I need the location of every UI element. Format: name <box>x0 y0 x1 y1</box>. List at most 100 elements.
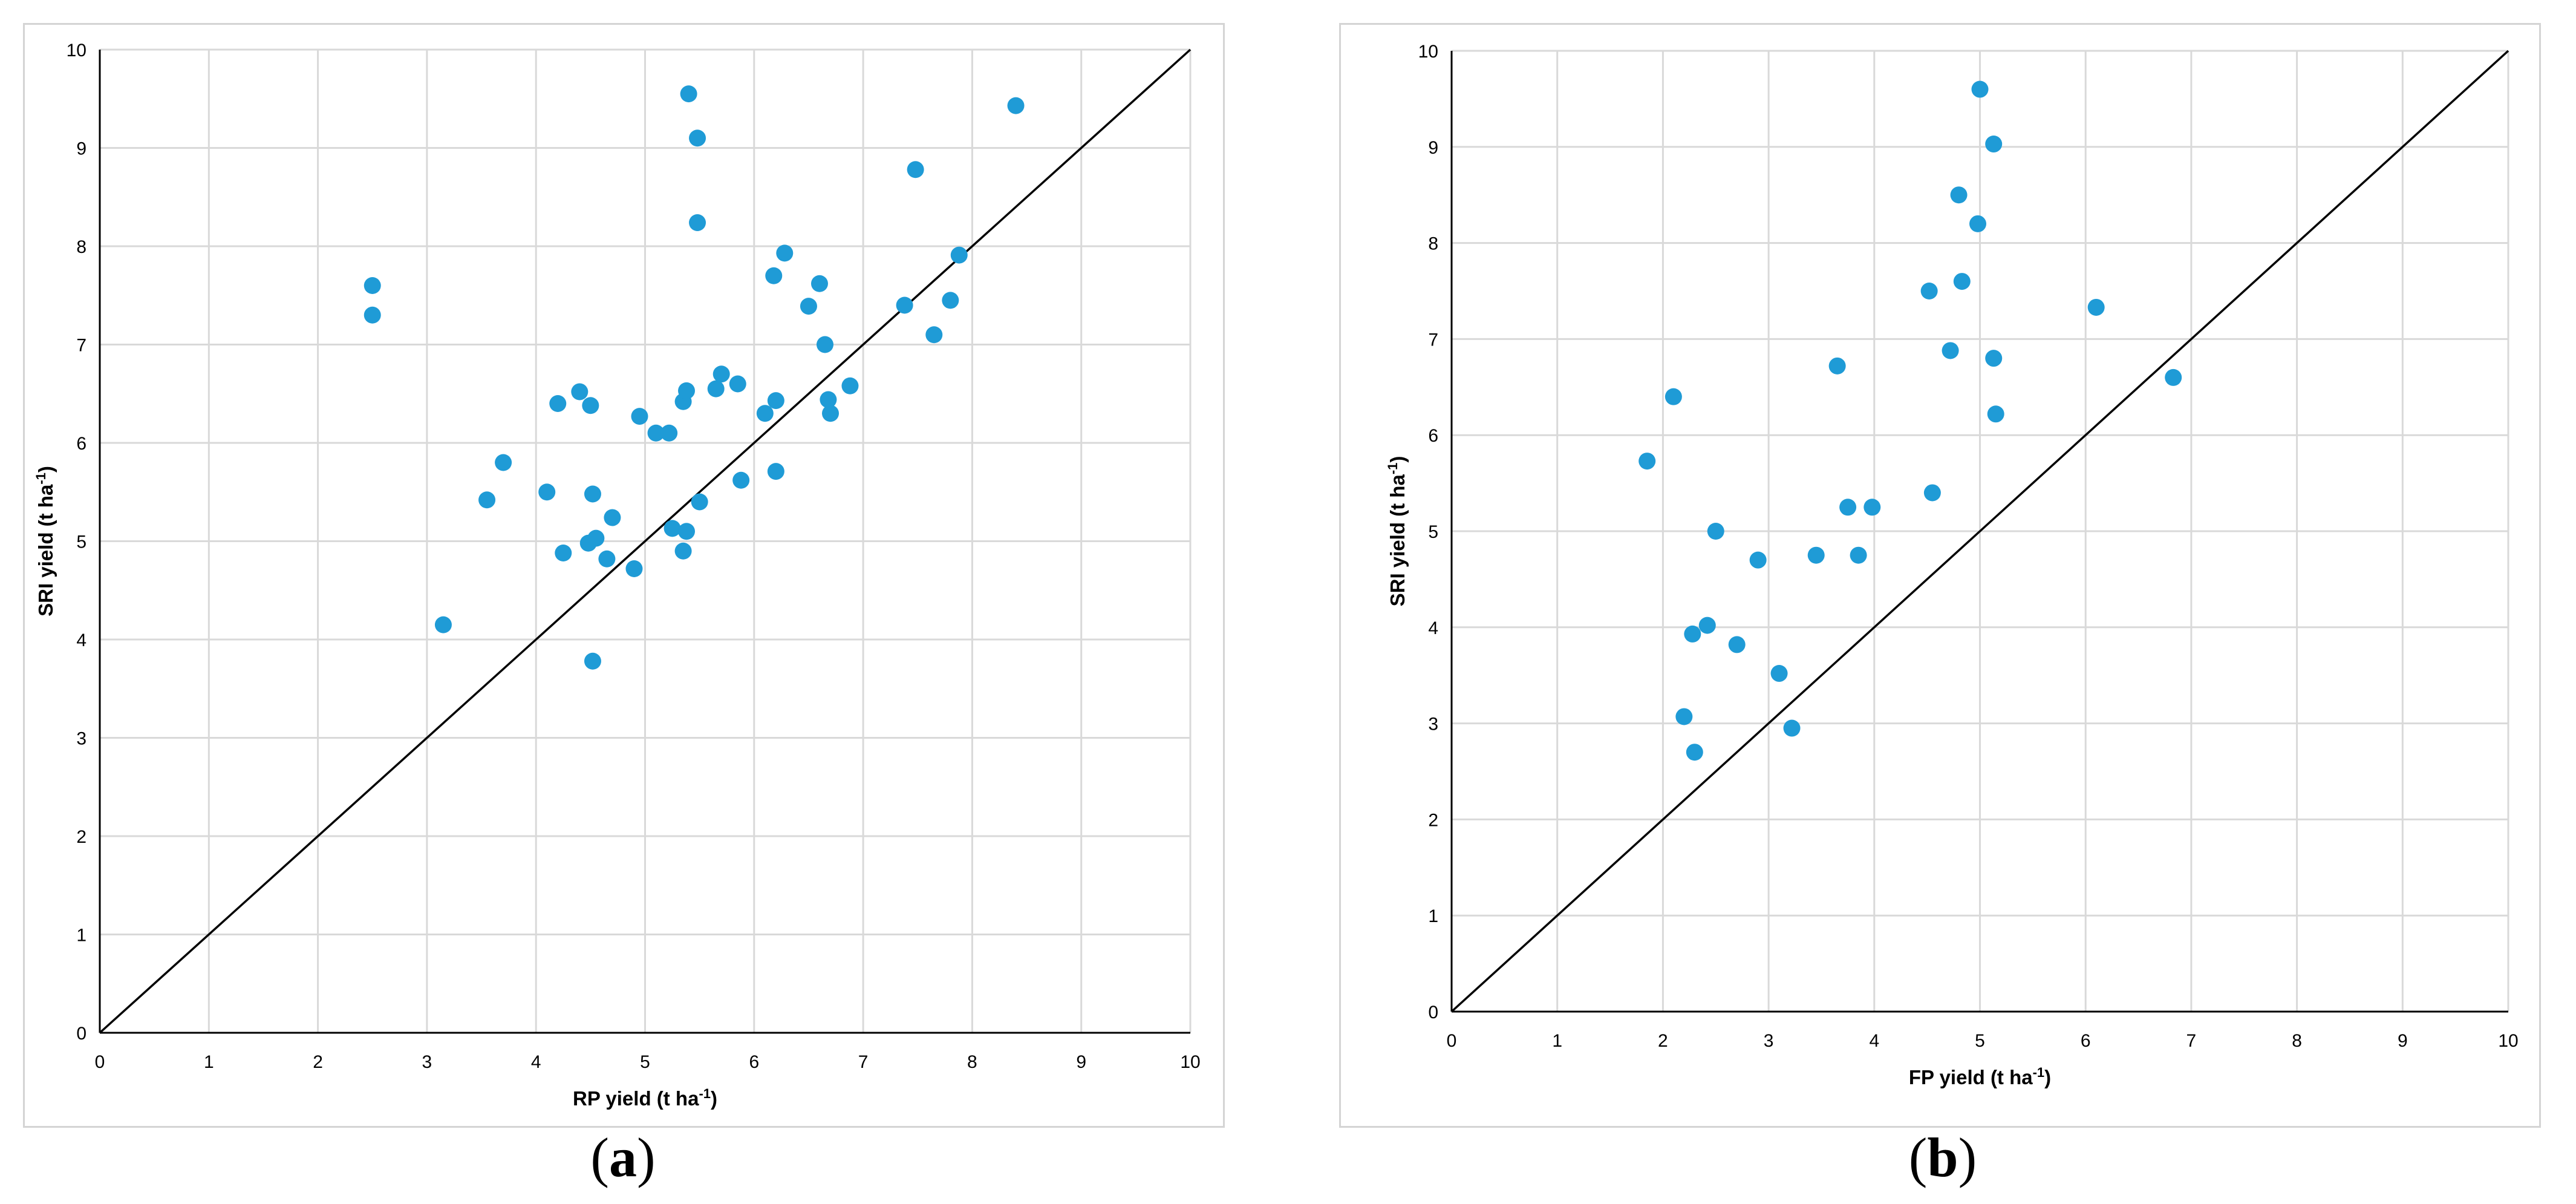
chart-b-y-tick-label: 8 <box>1428 234 1438 254</box>
chart-b-y-tick-label: 3 <box>1428 715 1438 735</box>
chart-b-data-point <box>1684 625 1701 643</box>
chart-a-data-point <box>756 405 774 422</box>
panel-b-frame <box>1339 23 2541 1128</box>
panel-label-a-open: ( <box>590 1127 609 1188</box>
chart-a-one-to-one-line <box>99 48 1192 1034</box>
chart-b-x-tick-label: 10 <box>2498 1031 2518 1051</box>
chart-b-y-tick-label: 4 <box>1428 618 1438 638</box>
chart-b-data-point <box>1807 546 1825 564</box>
chart-a-data-point <box>631 408 648 425</box>
chart-a-data-point <box>689 129 706 147</box>
chart-a-data-point <box>678 523 696 540</box>
chart-a-data-point <box>584 485 601 503</box>
chart-a-data-point <box>582 397 599 414</box>
panel-label-b: (b) <box>1852 1125 2033 1189</box>
chart-b-data-point <box>1942 342 1959 359</box>
chart-b-data-point <box>1923 484 1941 502</box>
chart-a-data-point <box>625 560 643 577</box>
panel-label-a-close: ) <box>637 1127 656 1188</box>
chart-a-data-point <box>810 275 828 292</box>
chart-b-y-tick-label: 9 <box>1428 138 1438 158</box>
chart-a-x-tick-label: 2 <box>313 1052 323 1072</box>
chart-a-data-point <box>942 292 959 309</box>
chart-b-data-point <box>1969 215 1987 232</box>
chart-a-y-axis-title: SRI yield (t ha-1) <box>33 466 57 617</box>
chart-a-data-point <box>584 652 601 670</box>
chart-b-data-point <box>1850 546 1867 564</box>
chart-a-data-point <box>604 509 621 526</box>
chart-a-x-tick-label: 3 <box>422 1052 432 1072</box>
chart-a-x-tick-label: 10 <box>1180 1052 1200 1072</box>
chart-a-data-point <box>767 392 784 410</box>
chart-a-x-tick-label: 5 <box>640 1052 650 1072</box>
chart-b-x-tick-label: 4 <box>1869 1031 1879 1051</box>
chart-b-data-point <box>1728 636 1746 653</box>
panel-a-frame <box>23 23 1225 1128</box>
chart-a-y-tick-label: 9 <box>76 139 86 159</box>
chart-b: 0 1 2 3 4 5 6 7 8 9 10 0 1 2 3 4 5 6 7 8 9 10 FP yield (t ha-1… <box>1385 42 2519 1088</box>
chart-b-y-axis-title: SRI yield (t ha-1) <box>1385 456 1409 607</box>
chart-b-data-point <box>1665 388 1682 405</box>
chart-a-data-point <box>571 383 589 401</box>
chart-b-data-point <box>1707 523 1724 540</box>
chart-a-y-tick-label: 3 <box>76 729 86 749</box>
chart-a-data-point <box>767 463 784 480</box>
chart-a-y-tick-label: 2 <box>76 827 86 847</box>
chart-b-x-axis-title: FP yield (t ha-1) <box>1909 1065 2051 1089</box>
chart-a-data-point <box>364 277 381 294</box>
chart-a-data-point <box>691 493 708 511</box>
chart-b-data-point <box>1920 283 1938 299</box>
chart-b-data-point <box>1953 273 1971 290</box>
chart-a-x-tick-label: 4 <box>531 1052 541 1072</box>
chart-a-data-point <box>674 542 692 560</box>
chart-a-data-point <box>925 326 943 344</box>
chart-a-data-point <box>598 550 616 568</box>
chart-a-data-point <box>555 545 572 561</box>
chart-b-y-tick-label: 1 <box>1428 906 1438 926</box>
chart-a-data-point <box>732 471 750 489</box>
chart-a-data-point <box>434 616 452 633</box>
chart-a-data-point <box>664 520 681 537</box>
chart-b-data-point <box>1987 405 2004 423</box>
chart-b-x-tick-label: 5 <box>1975 1031 1985 1051</box>
chart-b-data-point <box>1985 350 2003 367</box>
chart-a-data-point <box>478 491 496 509</box>
chart-b-x-tick-label: 3 <box>1764 1031 1774 1051</box>
chart-a-data-point <box>776 244 794 262</box>
chart-a-x-tick-label: 8 <box>967 1052 977 1072</box>
panel-label-a: (a) <box>532 1125 714 1189</box>
panel-label-a-letter: a <box>609 1127 637 1188</box>
chart-b-x-tick-label: 7 <box>2186 1031 2197 1051</box>
chart-b-y-tick-label: 0 <box>1428 1003 1438 1022</box>
chart-a-data-point <box>689 214 706 231</box>
chart-a-data-point <box>841 377 859 394</box>
chart-a-data-point <box>907 161 924 178</box>
chart-a-x-tick-label: 1 <box>204 1052 214 1072</box>
chart-b-data-point <box>1783 719 1801 737</box>
chart-a-data-point <box>678 382 696 399</box>
chart-b-one-to-one-line <box>1450 50 2509 1013</box>
chart-b-y-tick-label: 10 <box>1418 42 1438 62</box>
panel-label-b-letter: b <box>1927 1127 1958 1188</box>
chart-b-x-tick-label: 1 <box>1552 1031 1562 1051</box>
chart-a-data-point <box>364 306 381 324</box>
chart-a-x-axis-title: RP yield (t ha-1) <box>573 1086 717 1110</box>
chart-b-data-point <box>1686 744 1703 761</box>
chart-b-x-tick-label: 2 <box>1658 1031 1668 1051</box>
panel-label-b-open: ( <box>1908 1127 1928 1188</box>
chart-a-y-tick-label: 5 <box>76 532 86 552</box>
chart-b-data-point <box>1971 80 1989 98</box>
chart-b-data-point <box>1950 186 1968 204</box>
chart-b-y-tick-label: 7 <box>1428 330 1438 350</box>
chart-b-data-point <box>2165 368 2182 386</box>
chart-a-data-point <box>816 336 833 353</box>
chart-a-data-point <box>765 267 783 284</box>
chart-b-x-tick-label: 6 <box>2081 1031 2091 1051</box>
chart-a-data-point <box>680 85 697 103</box>
chart-b-data-point <box>1749 551 1767 569</box>
chart-b-data-point <box>1839 499 1857 516</box>
chart-b-data-point <box>1675 708 1693 725</box>
chart-b-data-point <box>1639 453 1656 470</box>
chart-a: 0 1 2 3 4 5 6 7 8 9 10 0 1 2 3 4 5 6 7 8 9 10 RP yield (t ha-1… <box>33 41 1201 1110</box>
